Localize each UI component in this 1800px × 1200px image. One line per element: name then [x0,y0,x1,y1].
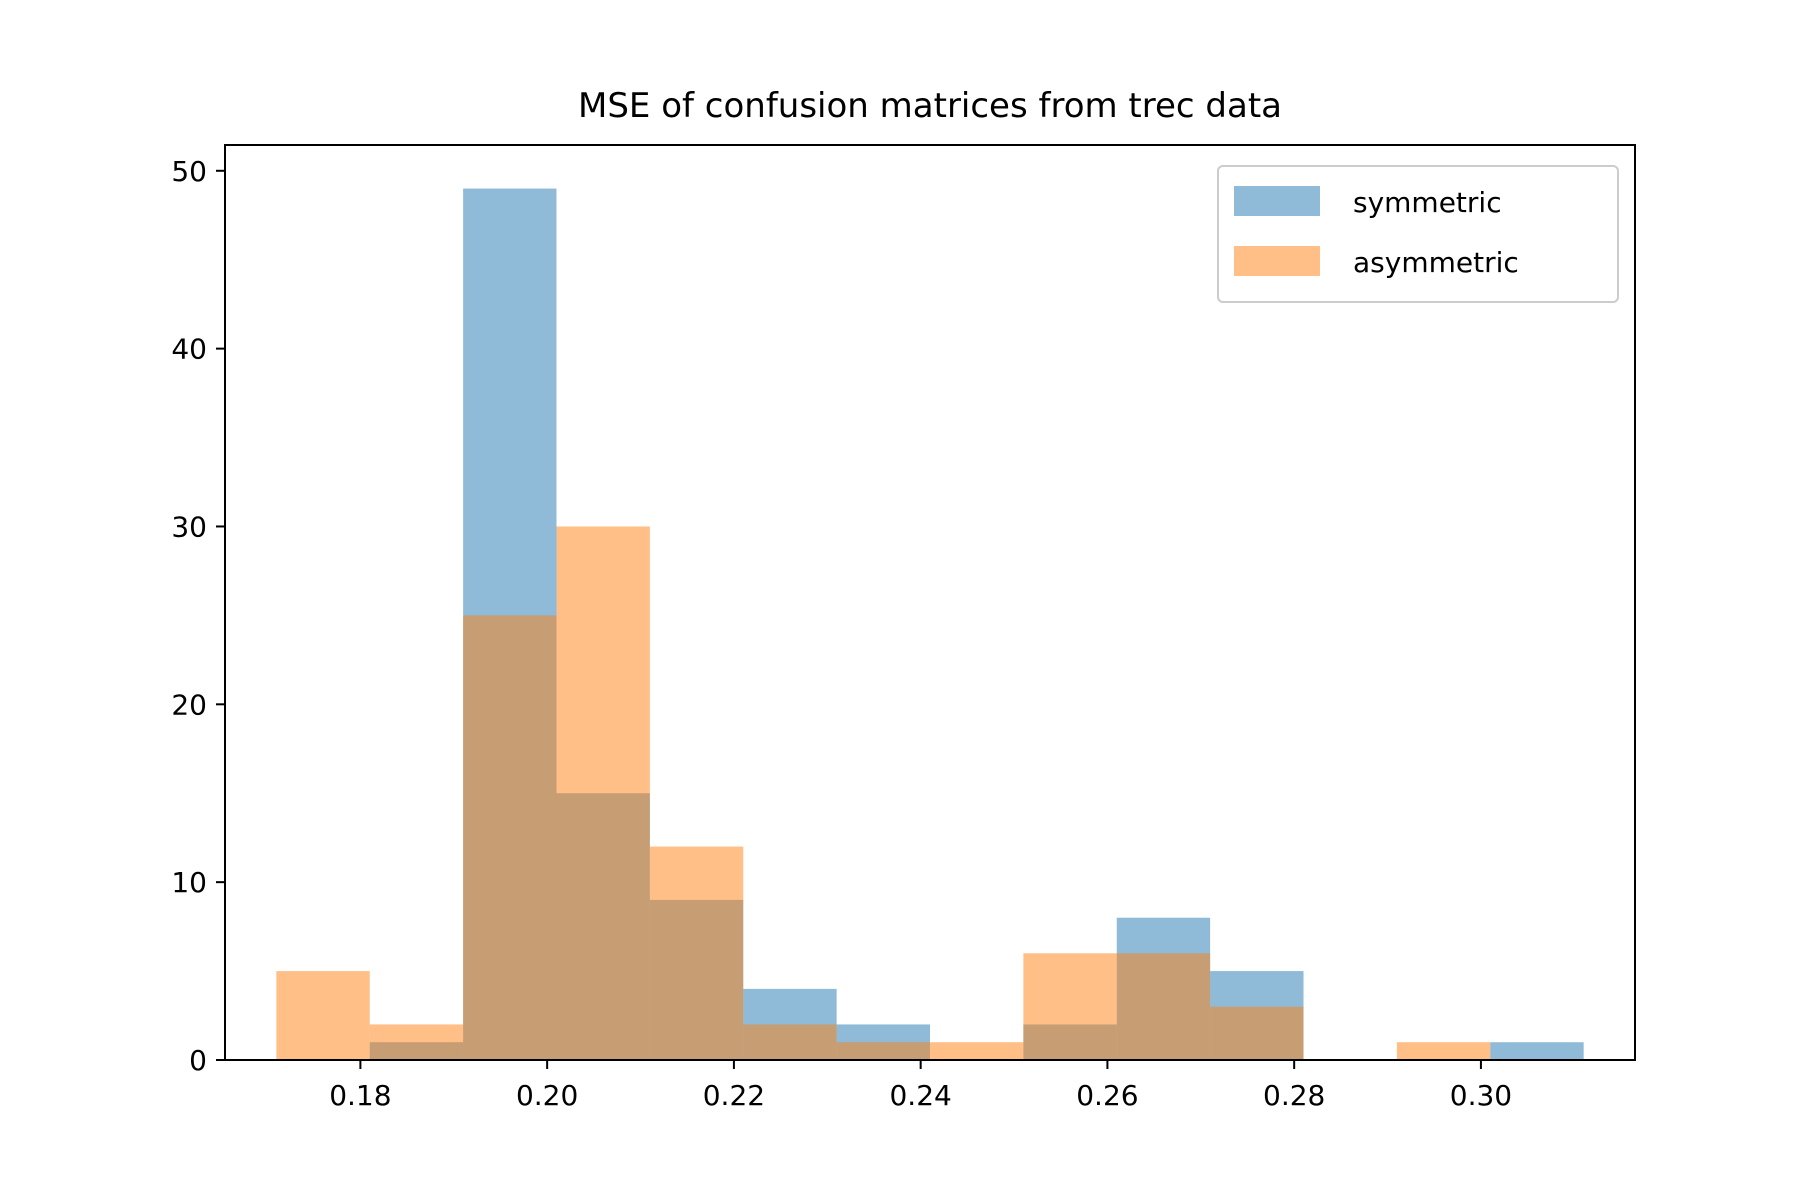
bar-asymmetric-1 [369,1024,464,1060]
histogram-bars [276,188,1584,1061]
bar-asymmetric-2 [463,615,557,1060]
bar-symmetric-13 [1490,1042,1584,1060]
plot-frame [224,144,1636,1061]
legend-label-asymmetric: asymmetric [1353,246,1519,279]
legend-swatch-asymmetric [1234,246,1320,276]
y-tick-label: 20 [171,688,207,721]
x-tick-label: 0.22 [703,1079,765,1112]
chart-title: MSE of confusion matrices from trec data [578,86,1282,126]
bar-asymmetric-9 [1116,953,1211,1060]
legend-label-symmetric: symmetric [1353,186,1502,219]
legend-swatch-symmetric [1234,186,1320,216]
bar-asymmetric-0 [276,971,370,1060]
bar-asymmetric-5 [743,1024,837,1060]
x-tick-label: 0.18 [329,1079,391,1112]
bar-asymmetric-10 [1210,1006,1304,1060]
x-tick-label: 0.26 [1076,1079,1138,1112]
bar-asymmetric-8 [1023,953,1117,1060]
y-tick-label: 0 [189,1044,207,1077]
y-tick-label: 50 [171,155,207,188]
bar-asymmetric-6 [836,1042,930,1060]
bar-asymmetric-3 [556,526,650,1060]
x-tick-label: 0.30 [1450,1079,1512,1112]
axes: 0.18 0.20 0.22 0.24 0.26 0.28 0.30 0 10 20 30 40 50 [171,144,1636,1112]
y-tick-label: 10 [171,866,207,899]
series-asymmetric [276,526,1491,1060]
y-tick-label: 30 [171,510,207,543]
bar-asymmetric-12 [1396,1042,1491,1060]
bar-asymmetric-4 [649,846,744,1060]
x-tick-label: 0.24 [889,1079,951,1112]
legend: symmetric asymmetric [1217,165,1619,303]
x-tick-label: 0.20 [516,1079,578,1112]
y-tick-label: 40 [171,333,207,366]
x-tick-label: 0.28 [1263,1079,1325,1112]
bar-asymmetric-7 [930,1042,1024,1060]
